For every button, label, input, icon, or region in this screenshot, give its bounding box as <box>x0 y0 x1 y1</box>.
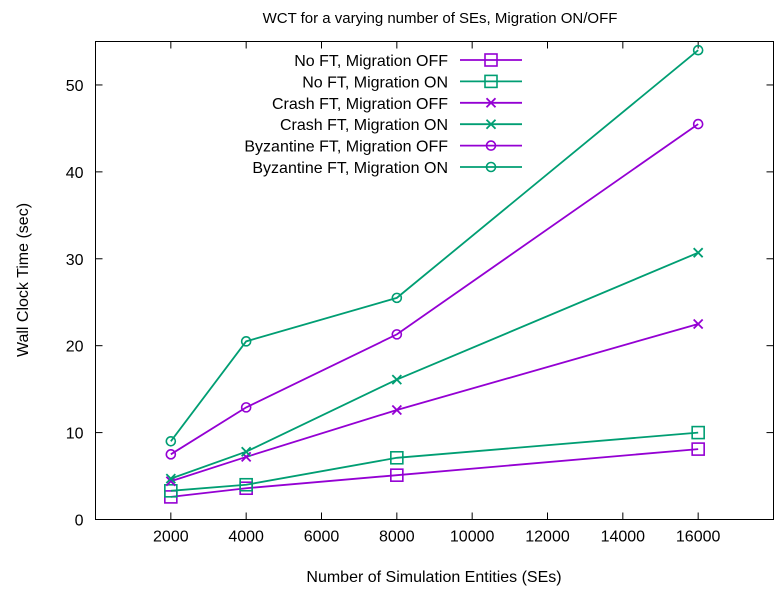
x-tick-label: 10000 <box>450 529 495 546</box>
series-line <box>170 123 699 456</box>
series-1 <box>164 425 705 498</box>
data-point <box>391 292 403 304</box>
data-point <box>390 468 404 482</box>
series-line <box>170 431 699 492</box>
data-point <box>693 247 704 258</box>
data-point <box>239 477 253 492</box>
data-point <box>165 435 177 447</box>
legend-item: Crash FT, Migration ON <box>280 117 522 134</box>
chart-title: WCT for a varying number of SEs, Migrati… <box>263 10 618 27</box>
legend: No FT, Migration OFF No FT, Migration ON C… <box>244 53 522 177</box>
legend-item: Crash FT, Migration OFF <box>272 96 522 113</box>
legend-marker <box>484 53 498 67</box>
legend-label: Crash FT, Migration OFF <box>272 96 448 113</box>
x-tick-label: 16000 <box>676 529 721 546</box>
legend-label: Byzantine FT, Migration OFF <box>244 139 448 156</box>
legend-marker <box>485 119 497 130</box>
series-5 <box>165 44 704 447</box>
y-tick-label: 40 <box>66 165 84 182</box>
x-axis-label: Number of Simulation Entities (SEs) <box>306 569 561 586</box>
legend-label: Byzantine FT, Migration ON <box>252 160 448 177</box>
legend-item: Byzantine FT, Migration OFF <box>244 139 522 156</box>
series-line <box>170 323 699 483</box>
series-layer <box>164 44 705 504</box>
legend-item: No FT, Migration ON <box>302 74 522 91</box>
data-point <box>390 450 404 465</box>
series-line <box>170 49 699 442</box>
data-point <box>240 402 252 413</box>
data-point <box>391 404 402 416</box>
series-line <box>170 251 699 480</box>
axes: 2000 4000 6000 8000 10000 12000 14000 16000 0 10 2… <box>66 41 774 546</box>
data-point <box>240 336 252 347</box>
data-point <box>165 449 177 460</box>
series-0 <box>164 442 705 504</box>
legend-label: No FT, Migration ON <box>302 74 448 91</box>
x-tick-label: 12000 <box>525 529 570 546</box>
legend-marker <box>485 161 497 173</box>
data-point <box>693 318 704 330</box>
data-point <box>165 473 176 484</box>
series-3 <box>165 247 704 484</box>
legend-item: No FT, Migration OFF <box>294 53 522 70</box>
y-tick-label: 30 <box>66 252 84 269</box>
legend-marker <box>484 74 498 89</box>
x-tick-label: 2000 <box>153 529 189 546</box>
x-tick-label: 6000 <box>304 529 340 546</box>
series-line <box>170 448 699 498</box>
series-2 <box>165 318 704 487</box>
data-point <box>391 329 403 340</box>
y-tick-label: 50 <box>66 78 84 95</box>
data-point <box>164 484 178 498</box>
x-tick-label: 14000 <box>601 529 646 546</box>
data-point <box>241 446 252 457</box>
plot-frame <box>95 41 774 520</box>
data-point <box>691 425 705 440</box>
legend-label: Crash FT, Migration ON <box>280 117 448 134</box>
data-point <box>691 442 705 456</box>
x-tick-label: 8000 <box>379 529 415 546</box>
series-4 <box>165 118 704 460</box>
y-tick-label: 20 <box>66 339 84 356</box>
data-point <box>692 118 704 130</box>
legend-marker <box>485 140 497 151</box>
legend-label: No FT, Migration OFF <box>294 53 448 70</box>
data-point <box>391 374 402 385</box>
legend-item: Byzantine FT, Migration ON <box>252 160 522 177</box>
data-point <box>692 44 704 56</box>
y-axis-label: Wall Clock Time (sec) <box>15 203 32 357</box>
y-tick-label: 0 <box>75 513 84 530</box>
x-tick-label: 4000 <box>228 529 264 546</box>
legend-marker <box>485 97 497 108</box>
y-tick-label: 10 <box>66 426 84 443</box>
